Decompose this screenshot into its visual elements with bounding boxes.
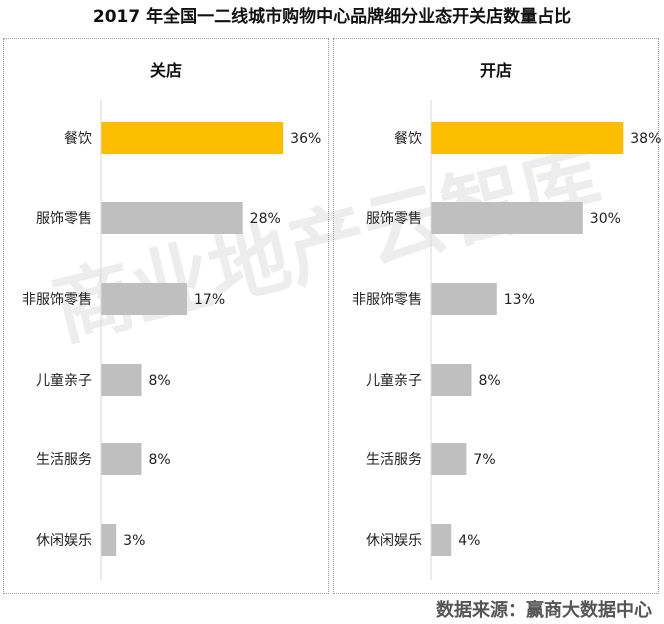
- value-label-close: 8%: [148, 452, 170, 468]
- value-label-open: 13%: [504, 292, 535, 308]
- bar-close: [101, 283, 188, 315]
- category-label-open: 服饰零售: [366, 211, 422, 227]
- category-label-close: 非服饰零售: [22, 292, 92, 308]
- bar-open: [431, 202, 583, 234]
- value-label-open: 4%: [458, 533, 480, 549]
- bar-open: [431, 524, 452, 556]
- bar-open: [431, 122, 624, 154]
- category-label-close: 休闲娱乐: [36, 533, 92, 549]
- bar-open: [431, 364, 472, 396]
- value-label-close: 36%: [290, 131, 321, 147]
- value-label-close: 3%: [123, 533, 145, 549]
- value-label-open: 8%: [478, 373, 500, 389]
- value-label-close: 8%: [148, 373, 170, 389]
- data-source: 数据来源：赢商大数据中心: [436, 600, 652, 621]
- category-label-close: 餐饮: [64, 131, 92, 147]
- bar-close: [101, 122, 284, 154]
- category-label-close: 生活服务: [36, 452, 92, 468]
- category-label-open: 生活服务: [366, 452, 422, 468]
- bar-close: [101, 202, 243, 234]
- category-label-open: 餐饮: [394, 131, 422, 147]
- value-label-open: 30%: [590, 211, 621, 227]
- panel-title-close: 关店: [149, 61, 182, 80]
- bar-open: [431, 443, 467, 475]
- category-label-open: 非服饰零售: [352, 292, 422, 308]
- category-label-close: 服饰零售: [36, 211, 92, 227]
- bar-close: [101, 443, 142, 475]
- category-label-close: 儿童亲子: [36, 372, 92, 389]
- bar-open: [431, 283, 497, 315]
- chart-title: 2017 年全国一二线城市购物中心品牌细分业态开关店数量占比: [92, 7, 572, 27]
- value-label-close: 17%: [194, 292, 225, 308]
- value-label-open: 38%: [630, 131, 661, 147]
- category-label-open: 休闲娱乐: [366, 533, 422, 549]
- panel-title-open: 开店: [479, 61, 512, 80]
- value-label-open: 7%: [473, 452, 495, 468]
- bar-close: [101, 524, 117, 556]
- category-label-open: 儿童亲子: [366, 372, 422, 389]
- bar-close: [101, 364, 142, 396]
- value-label-close: 28%: [250, 211, 281, 227]
- panel-open: 开店: [333, 38, 659, 594]
- panel-close: 关店: [3, 38, 329, 594]
